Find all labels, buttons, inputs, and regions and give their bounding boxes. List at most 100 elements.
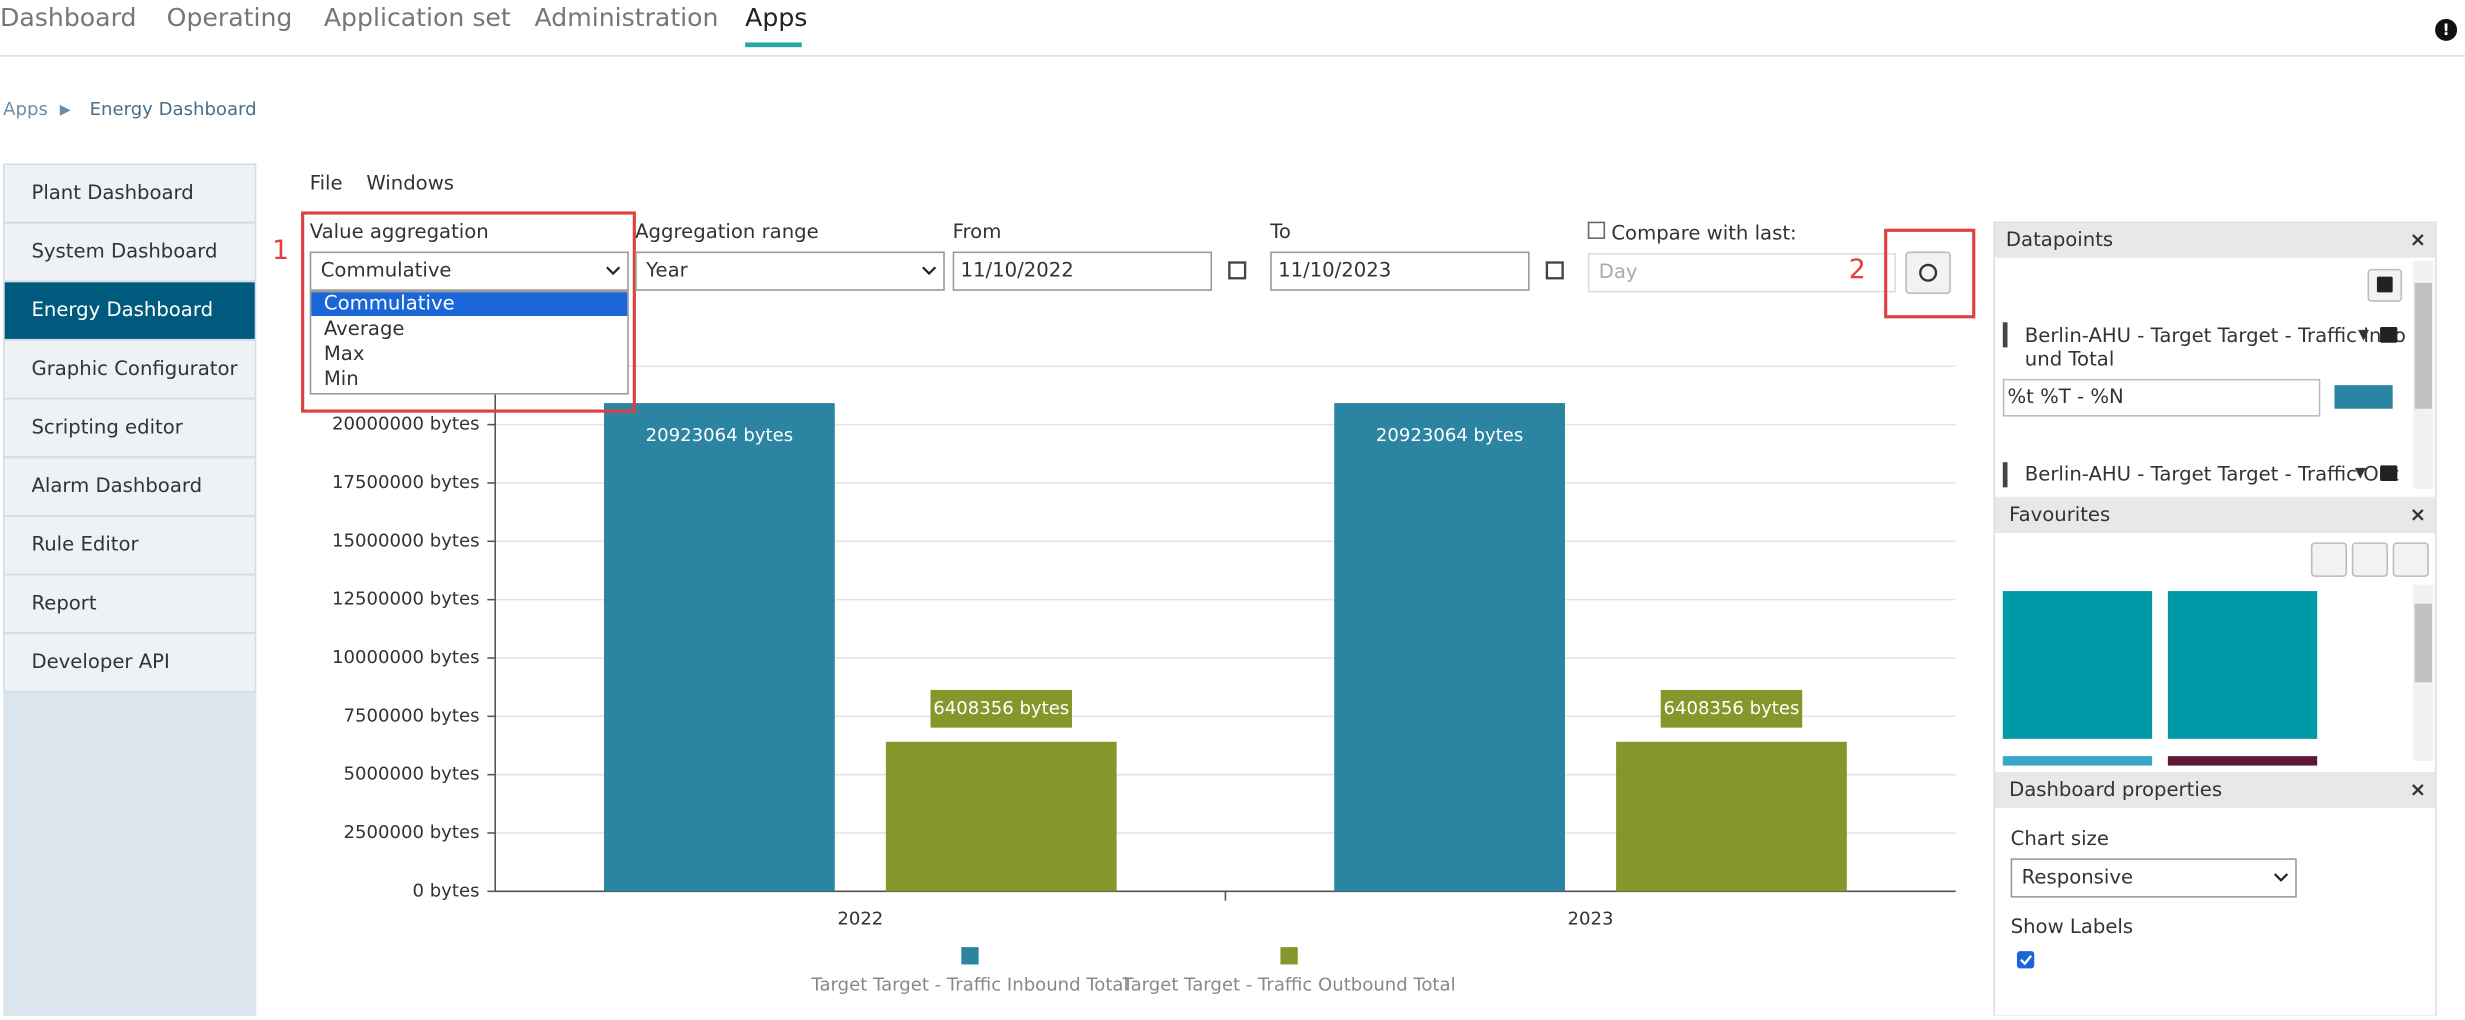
sidebar-item[interactable]: Alarm Dashboard xyxy=(31,474,202,497)
option[interactable]: Average xyxy=(324,317,405,340)
datapoint-name: Berlin-AHU - Target Target - Traffic Inb… xyxy=(2025,324,2406,347)
x-tick-label: 2022 xyxy=(837,909,883,930)
highlight-box xyxy=(1884,228,1976,319)
bar xyxy=(1334,403,1565,892)
calendar-icon[interactable] xyxy=(1545,261,1564,280)
datapoint-name: Berlin-AHU - Target Target - Traffic Out xyxy=(2025,462,2399,485)
menu-windows[interactable]: Windows xyxy=(366,171,454,194)
legend-swatch[interactable] xyxy=(1280,947,1298,965)
label: Aggregation range xyxy=(635,220,819,243)
sidebar-item[interactable]: Energy Dashboard xyxy=(31,298,213,321)
menu-file[interactable]: File xyxy=(310,171,343,194)
select-value: Commulative xyxy=(321,259,452,282)
panel-header xyxy=(1994,771,2436,809)
panel-header xyxy=(1994,496,2436,533)
data-label-box xyxy=(1660,689,1803,728)
y-tick-label: 2500000 bytes xyxy=(344,822,480,843)
input-value: 11/10/2022 xyxy=(961,259,1074,282)
option[interactable]: Max xyxy=(324,342,365,365)
data-label-box xyxy=(930,689,1072,728)
sidebar-item-bg xyxy=(3,573,257,634)
close-icon[interactable]: × xyxy=(2410,778,2426,801)
nav-item[interactable]: Application set xyxy=(324,3,511,32)
legend-swatch[interactable] xyxy=(961,947,979,965)
sidebar-item[interactable]: Plant Dashboard xyxy=(31,181,193,204)
nav-item[interactable]: Operating xyxy=(167,3,293,32)
favourite-tile[interactable] xyxy=(2167,756,2318,766)
chart: 0 bytes 2500000 bytes 5000000 bytes 7500000… xyxy=(332,355,1956,996)
sidebar-item[interactable]: Report xyxy=(31,591,96,614)
layout-button[interactable] xyxy=(2351,542,2388,577)
input[interactable] xyxy=(2002,378,2321,417)
panel-title: Datapoints xyxy=(2006,228,2113,251)
sidebar-item[interactable]: Scripting editor xyxy=(31,415,183,438)
highlight-box xyxy=(301,211,636,413)
sidebar-item[interactable]: System Dashboard xyxy=(31,239,217,262)
color-swatch[interactable] xyxy=(2334,385,2393,409)
y-tick-label: 5000000 bytes xyxy=(344,764,480,785)
refresh-button[interactable] xyxy=(2310,542,2348,577)
label: Compare with last: xyxy=(1611,222,1796,245)
sidebar-items: Plant Dashboard System Dashboard Energy Da… xyxy=(3,163,257,693)
x-tick-label: 2023 xyxy=(1568,909,1614,930)
input-value: 11/10/2023 xyxy=(1278,259,1391,282)
sidebar-item[interactable]: Developer API xyxy=(31,650,169,673)
favourite-tile[interactable] xyxy=(2002,756,2153,766)
option[interactable]: Commulative xyxy=(324,292,455,315)
drag-handle xyxy=(2002,462,2008,488)
calendar-icon[interactable] xyxy=(1228,261,1247,280)
legend-label[interactable]: Target Target - Traffic Outbound Total xyxy=(1122,975,1456,996)
favourite-tile[interactable] xyxy=(2167,591,2318,739)
bar xyxy=(1616,741,1847,892)
panel-header xyxy=(1994,223,2436,258)
alert-glyph: ! xyxy=(2443,20,2450,39)
select-value: Day xyxy=(1599,260,1638,283)
checkbox[interactable] xyxy=(1587,221,1606,239)
label: Show Labels xyxy=(2011,915,2133,938)
y-tick-label: 20000000 bytes xyxy=(332,414,479,435)
close-icon[interactable]: × xyxy=(2410,503,2426,526)
breadcrumb-link[interactable]: Apps xyxy=(3,99,48,120)
select[interactable] xyxy=(309,251,629,291)
remove-icon[interactable] xyxy=(2380,465,2398,482)
sidebar-item-bg xyxy=(3,456,257,517)
input[interactable] xyxy=(1270,251,1530,291)
chevron xyxy=(922,266,937,276)
dropdown-caret[interactable]: ▼ xyxy=(2358,327,2369,343)
input-value: %t %T - %N xyxy=(2008,385,2124,408)
label: Value aggregation xyxy=(310,220,489,243)
refresh-button[interactable] xyxy=(1905,251,1951,294)
sidebar-item[interactable]: Rule Editor xyxy=(31,533,139,556)
label: From xyxy=(953,220,1002,243)
nav-item[interactable]: Dashboard xyxy=(0,3,136,32)
legend-label[interactable]: Target Target - Traffic Inbound Total xyxy=(810,975,1128,996)
highlight xyxy=(311,292,628,316)
refresh-icon xyxy=(1919,263,1938,282)
alert-icon xyxy=(2435,18,2458,41)
option[interactable]: Min xyxy=(324,367,359,390)
favourite-tile[interactable] xyxy=(2002,591,2153,739)
scroll-thumb[interactable] xyxy=(2414,282,2432,409)
top-nav: Dashboard Operating Application set Adminis… xyxy=(0,3,807,32)
select-disabled xyxy=(1587,253,1896,293)
select[interactable] xyxy=(635,251,945,291)
y-tick-label: 10000000 bytes xyxy=(332,647,479,668)
y-tick-label: 15000000 bytes xyxy=(332,530,479,551)
remove-icon[interactable] xyxy=(2380,326,2398,343)
chevron xyxy=(2273,873,2289,882)
nav-item[interactable]: Apps xyxy=(745,3,807,32)
sidebar-item-bg xyxy=(3,339,257,400)
y-tick-label: 12500000 bytes xyxy=(332,589,479,610)
data-label: 6408356 bytes xyxy=(1663,698,1799,719)
sidebar-item-bg xyxy=(3,163,257,224)
delete-button[interactable] xyxy=(2392,542,2429,577)
dropdown-caret[interactable]: ▼ xyxy=(2355,465,2366,481)
nav-item[interactable]: Administration xyxy=(535,3,719,32)
checkbox-checked[interactable] xyxy=(2016,951,2035,969)
data-label: 20923064 bytes xyxy=(1376,425,1523,446)
sidebar-item[interactable]: Graphic Configurator xyxy=(31,357,238,380)
input[interactable] xyxy=(952,251,1213,291)
close-icon[interactable]: × xyxy=(2410,228,2426,251)
select[interactable] xyxy=(2010,858,2297,898)
scroll-thumb[interactable] xyxy=(2414,603,2432,683)
